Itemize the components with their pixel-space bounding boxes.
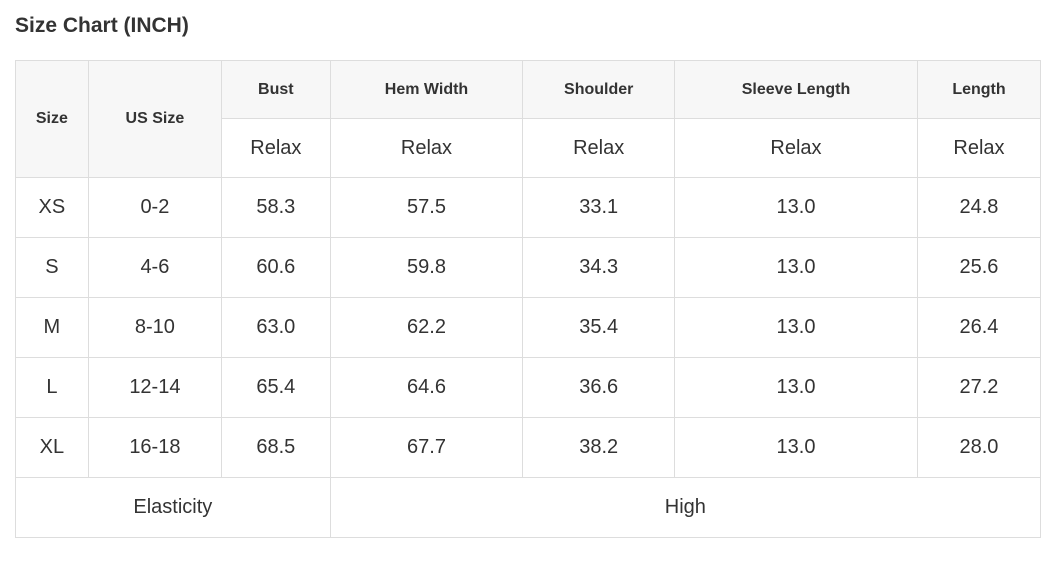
header-row-measures: Size US Size Bust Hem Width Shoulder Sle… [15,60,1042,178]
col-header-shoulder: Shoulder [522,60,676,119]
cell-us-size: 8-10 [87,297,223,358]
col-header-length: Length [916,60,1042,119]
table-row-m: M 8-10 63.0 62.2 35.4 13.0 26.4 [15,297,1042,358]
fit-cell-shoulder: Relax [522,118,676,178]
cell-us-size: 0-2 [87,177,223,238]
cell-sleeve-length: 13.0 [674,237,918,298]
cell-us-size: 16-18 [87,417,223,478]
cell-bust: 63.0 [221,297,331,358]
size-chart-table: Size US Size Bust Hem Width Shoulder Sle… [15,60,1042,538]
table-row-xs: XS 0-2 58.3 57.5 33.1 13.0 24.8 [15,177,1042,238]
cell-shoulder: 36.6 [522,357,676,418]
cell-shoulder: 34.3 [522,237,676,298]
cell-sleeve-length: 13.0 [674,177,918,238]
elasticity-label-cell: Elasticity [15,477,331,538]
cell-length: 27.2 [916,357,1042,418]
cell-length: 25.6 [916,237,1042,298]
cell-sleeve-length: 13.0 [674,357,918,418]
cell-length: 24.8 [916,177,1042,238]
cell-size: XS [15,177,89,238]
fit-cell-bust: Relax [221,118,331,178]
cell-length: 26.4 [916,297,1042,358]
elasticity-value-cell: High [329,477,1042,538]
header-row-fit: Relax Relax Relax Relax Relax [16,118,1042,178]
fit-cell-sleeve-length: Relax [674,118,918,178]
cell-bust: 65.4 [221,357,331,418]
cell-shoulder: 35.4 [522,297,676,358]
cell-hem-width: 62.2 [329,297,524,358]
fit-cell-length: Relax [916,118,1042,178]
fit-cell-hem-width: Relax [329,118,524,178]
cell-size: S [15,237,89,298]
cell-hem-width: 57.5 [329,177,524,238]
cell-hem-width: 67.7 [329,417,524,478]
cell-bust: 58.3 [221,177,331,238]
col-header-sleeve-length: Sleeve Length [674,60,918,119]
cell-size: XL [15,417,89,478]
cell-bust: 60.6 [221,237,331,298]
cell-sleeve-length: 13.0 [674,297,918,358]
col-header-bust: Bust [221,60,331,119]
cell-hem-width: 64.6 [329,357,524,418]
table-row-s: S 4-6 60.6 59.8 34.3 13.0 25.6 [15,237,1042,298]
cell-shoulder: 33.1 [522,177,676,238]
col-header-size: Size [15,60,89,178]
cell-us-size: 12-14 [87,357,223,418]
page-title: Size Chart (INCH) [15,14,189,37]
cell-size: L [15,357,89,418]
cell-size: M [15,297,89,358]
cell-bust: 68.5 [221,417,331,478]
cell-length: 28.0 [916,417,1042,478]
col-header-us-size: US Size [87,60,223,178]
col-header-hem-width: Hem Width [329,60,524,119]
elasticity-row: Elasticity High [15,477,1042,538]
table-row-l: L 12-14 65.4 64.6 36.6 13.0 27.2 [15,357,1042,418]
cell-hem-width: 59.8 [329,237,524,298]
cell-sleeve-length: 13.0 [674,417,918,478]
cell-shoulder: 38.2 [522,417,676,478]
table-row-xl: XL 16-18 68.5 67.7 38.2 13.0 28.0 [15,417,1042,478]
cell-us-size: 4-6 [87,237,223,298]
